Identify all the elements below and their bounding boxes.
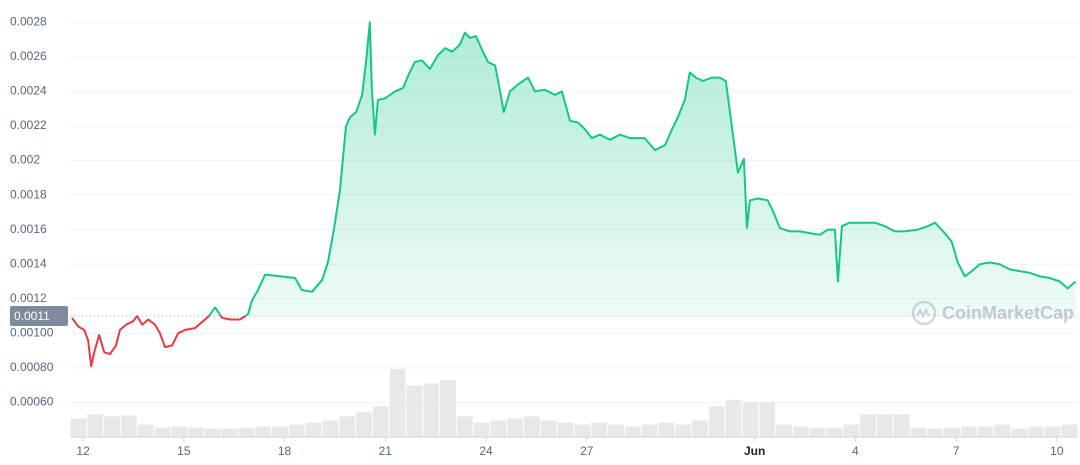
volume-bar — [255, 426, 272, 437]
volume-bar — [288, 424, 305, 437]
volume-bar — [456, 416, 473, 437]
volume-bar — [473, 422, 490, 437]
y-tick-label: 0.0024 — [10, 84, 47, 98]
x-tick-label: 12 — [76, 444, 90, 458]
volume-bar — [305, 422, 322, 437]
volume-bar — [591, 422, 608, 437]
volume-bar — [356, 412, 372, 437]
x-tick-label: 24 — [479, 444, 493, 458]
price-line — [71, 21, 1077, 368]
volume-bar — [188, 427, 204, 437]
volume-bar — [1011, 428, 1028, 437]
volume-bar — [893, 414, 910, 437]
volume-bar — [624, 426, 641, 437]
x-tick-label: 4 — [852, 444, 859, 458]
volume-bar — [641, 424, 658, 437]
volume-bar — [490, 420, 507, 437]
volume-bar — [507, 418, 524, 437]
x-tick-label: 27 — [580, 444, 594, 458]
volume-bar — [944, 427, 960, 437]
volume-bar — [608, 424, 624, 437]
volume-bar — [1028, 426, 1044, 437]
y-tick-label: 0.0022 — [10, 118, 47, 132]
volume-bar — [675, 424, 692, 437]
x-tick-label: 18 — [278, 444, 292, 458]
y-tick-label: 0.0016 — [10, 222, 47, 236]
volume-bar — [540, 420, 557, 437]
y-tick-label: 0.00060 — [10, 395, 54, 409]
x-tick-label: 10 — [1050, 444, 1064, 458]
y-tick-label: 0.0012 — [10, 291, 47, 305]
volume-bar — [272, 426, 288, 437]
volume-bar — [994, 424, 1011, 437]
volume-bar — [322, 420, 339, 437]
volume-bar — [137, 424, 154, 437]
volume-bar — [860, 414, 876, 437]
volume-bar — [406, 385, 423, 437]
volume-bar — [171, 426, 188, 437]
x-tick-label: 21 — [379, 444, 393, 458]
y-tick-label: 0.002 — [10, 153, 40, 167]
current-price-label: 0.0011 — [14, 309, 50, 323]
volume-bar — [977, 426, 994, 437]
volume-bar — [960, 426, 977, 437]
price-area — [72, 22, 1076, 317]
volume-bar — [574, 424, 591, 437]
volume-bar — [876, 414, 893, 437]
y-tick-label: 0.0018 — [10, 187, 47, 201]
volume-bar — [927, 428, 944, 437]
volume-bar — [440, 380, 456, 437]
volume-bar — [372, 406, 389, 437]
volume-bar — [725, 399, 742, 437]
volume-bar — [70, 418, 87, 437]
volume-bar — [658, 422, 675, 437]
volume-bar — [792, 426, 809, 437]
volume-bar — [154, 427, 171, 437]
volume-bar — [692, 420, 708, 437]
volume-bar — [120, 415, 137, 437]
volume-bar — [557, 422, 574, 437]
volume-bar — [1044, 426, 1061, 437]
volume-bar — [238, 427, 255, 437]
volume-bar — [87, 414, 104, 437]
y-tick-label: 0.0026 — [10, 49, 47, 63]
volume-bar — [759, 401, 776, 437]
x-tick-label: 15 — [177, 444, 191, 458]
x-tick-label: Jun — [744, 444, 765, 458]
y-tick-label: 0.00080 — [10, 360, 54, 374]
volume-bar — [104, 416, 120, 437]
volume-bar — [204, 428, 221, 437]
x-tick-label: 7 — [953, 444, 960, 458]
volume-bar — [389, 369, 406, 437]
volume-bar — [742, 401, 759, 437]
volume-bar — [524, 416, 540, 437]
y-tick-label: 0.0014 — [10, 256, 47, 270]
volume-bar — [708, 406, 725, 437]
volume-bar — [776, 424, 792, 437]
y-tick-label: 0.00100 — [10, 325, 54, 339]
current-price-box — [10, 306, 68, 327]
volume-bar — [843, 424, 860, 437]
volume-bar — [809, 427, 826, 437]
volume-bar — [339, 416, 356, 437]
volume-bar — [826, 427, 843, 437]
volume-bar — [423, 383, 440, 437]
volume-bar — [221, 428, 238, 437]
volume-bar — [910, 427, 927, 437]
volume-bar — [1061, 424, 1078, 437]
y-tick-label: 0.0028 — [10, 14, 47, 28]
